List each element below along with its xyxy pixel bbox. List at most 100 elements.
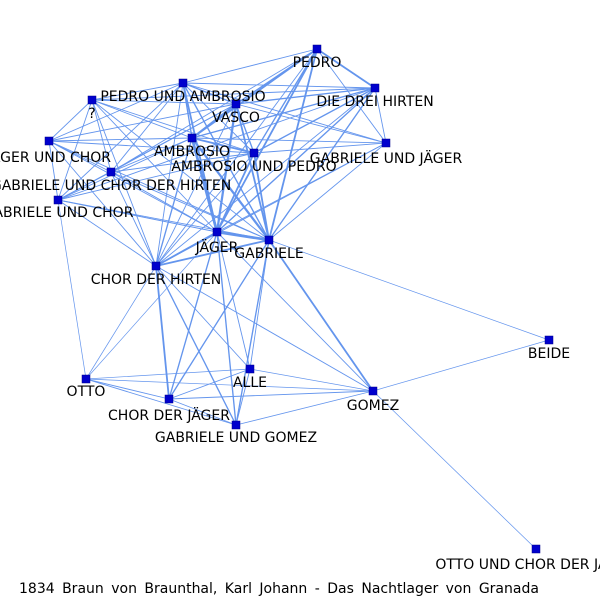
- edge-gabriele-to-chor-der-hirten: [155, 239, 270, 267]
- edge-pedro-und-ambrosio-to-gabriele-und-chor: [57, 82, 184, 201]
- node-label-q: ?: [88, 106, 95, 122]
- edge-vasco-to-ambrosio-und-pedro: [235, 103, 255, 154]
- edge-gabriele-to-gabriele-und-chor-der-hirten: [110, 171, 270, 241]
- node-otto-und-chor-der-jaeger: [531, 544, 541, 554]
- node-label-ambrosio: AMBROSIO: [154, 144, 230, 160]
- node-label-beide: BEIDE: [528, 346, 570, 362]
- node-ambrosio: [187, 133, 197, 143]
- node-label-pedro: PEDRO: [293, 55, 342, 71]
- node-layer: [44, 44, 554, 554]
- edge-jaeger-to-alle: [216, 231, 251, 370]
- node-chor-der-jaeger: [164, 394, 174, 404]
- node-jaeger-und-chor: [44, 136, 54, 146]
- edge-gabriele-to-vasco: [235, 103, 270, 241]
- edge-pedro-und-ambrosio-to-q: [91, 82, 184, 101]
- node-label-gabriele: GABRIELE: [234, 246, 303, 262]
- edge-gabriele-to-alle: [249, 239, 270, 370]
- node-label-jaeger: JÄGER: [195, 238, 239, 256]
- edge-vasco-to-die-drei-hirten: [235, 87, 376, 105]
- node-label-chor-der-hirten: CHOR DER HIRTEN: [91, 272, 222, 288]
- node-vasco: [231, 99, 241, 109]
- edge-gabriele-to-gabriele-und-gomez: [235, 239, 270, 426]
- edge-pedro-und-ambrosio-to-jaeger-und-chor: [48, 82, 184, 142]
- edge-gabriele-und-chor-to-chor-der-hirten: [57, 199, 157, 267]
- node-label-ambrosio-und-pedro: AMBROSIO UND PEDRO: [171, 159, 336, 175]
- edge-gabriele-to-pedro-und-ambrosio: [182, 82, 270, 241]
- node-label-gabriele-und-chor: GABRIELE UND CHOR: [0, 205, 134, 221]
- node-gomez: [368, 386, 378, 396]
- node-die-drei-hirten: [370, 83, 380, 93]
- edge-ambrosio-to-gabriele-und-chor-der-hirten: [110, 137, 193, 173]
- edge-jaeger-to-die-drei-hirten: [216, 87, 376, 233]
- edge-jaeger-und-chor-to-chor-der-hirten: [48, 140, 157, 267]
- node-q: [87, 95, 97, 105]
- edge-gabriele-to-q: [91, 99, 270, 241]
- node-label-pedro-und-ambrosio: PEDRO UND AMBROSIO: [100, 89, 265, 105]
- edge-vasco-to-q: [91, 99, 237, 105]
- edge-jaeger-und-chor-to-gabriele-und-chor-der-hirten: [48, 140, 112, 173]
- edge-gabriele-to-gabriele-und-jaeger: [268, 142, 387, 241]
- edge-die-drei-hirten-to-chor-der-hirten: [155, 87, 376, 267]
- edge-ambrosio-und-pedro-to-q: [91, 99, 255, 154]
- node-alle: [245, 364, 255, 374]
- edge-jaeger-to-pedro: [216, 48, 318, 233]
- node-label-vasco: VASCO: [212, 110, 260, 126]
- edge-vasco-to-gabriele-und-jaeger: [235, 103, 387, 144]
- node-label-alle: ALLE: [233, 375, 267, 391]
- node-label-gabriele-und-jaeger: GABRIELE UND JÄGER: [310, 149, 463, 167]
- edge-pedro-und-ambrosio-to-ambrosio-und-pedro: [182, 82, 255, 154]
- edge-pedro-to-die-drei-hirten: [316, 48, 376, 89]
- edge-gabriele-und-chor-der-hirten-to-gabriele-und-chor: [57, 171, 112, 201]
- edge-jaeger-to-gomez: [216, 231, 374, 392]
- node-otto: [81, 374, 91, 384]
- edge-gabriele-to-gomez: [268, 239, 374, 392]
- node-label-otto-und-chor-der-jaeger: OTTO UND CHOR DER JÄGER: [435, 555, 600, 573]
- edge-die-drei-hirten-to-ambrosio-und-pedro: [253, 87, 376, 154]
- edge-ambrosio-to-gabriele-und-jaeger: [191, 137, 387, 144]
- edge-vasco-to-jaeger-und-chor: [48, 103, 237, 142]
- node-label-gabriele-und-chor-der-hirten: GABRIELE UND CHOR DER HIRTEN: [0, 178, 231, 194]
- edge-jaeger-und-chor-to-gabriele-und-chor: [48, 140, 59, 201]
- edge-chor-der-hirten-to-gabriele-und-jaeger: [155, 142, 387, 267]
- edge-q-to-jaeger-und-chor: [48, 99, 93, 142]
- edge-q-to-gabriele-und-chor: [57, 99, 93, 201]
- edge-vasco-to-pedro-und-ambrosio: [182, 82, 237, 105]
- edge-alle-to-otto: [85, 368, 251, 380]
- node-gabriele-und-chor-der-hirten: [106, 167, 116, 177]
- edge-ambrosio-to-q: [91, 99, 193, 139]
- edge-ambrosio-und-pedro-to-gabriele-und-chor: [57, 152, 255, 201]
- edge-die-drei-hirten-to-q: [91, 87, 376, 101]
- node-beide: [544, 335, 554, 345]
- edge-die-drei-hirten-to-pedro-und-ambrosio: [182, 82, 376, 89]
- edge-gabriele-to-ambrosio-und-pedro: [253, 152, 270, 241]
- edge-ambrosio-und-pedro-to-jaeger-und-chor: [48, 140, 255, 154]
- edge-otto-to-chor-der-jaeger: [85, 378, 170, 400]
- edge-jaeger-to-gabriele-und-chor-der-hirten: [110, 171, 218, 233]
- figure-caption: 1834 Braun von Braunthal, Karl Johann - …: [0, 581, 600, 600]
- edge-chor-der-hirten-to-alle: [155, 265, 251, 370]
- edge-gabriele-to-ambrosio: [191, 137, 270, 241]
- edge-die-drei-hirten-to-gabriele-und-jaeger: [374, 87, 387, 144]
- edge-die-drei-hirten-to-gabriele-und-chor: [57, 87, 376, 201]
- edge-jaeger-to-jaeger-und-chor: [48, 140, 218, 233]
- node-chor-der-hirten: [151, 261, 161, 271]
- edge-q-to-chor-der-hirten: [91, 99, 157, 267]
- edge-otto-to-gomez: [85, 378, 374, 392]
- edge-chor-der-hirten-to-gabriele-und-gomez: [155, 265, 237, 426]
- edge-q-to-gabriele-und-chor-der-hirten: [91, 99, 112, 173]
- edge-gabriele-und-gomez-to-gomez: [235, 390, 374, 426]
- node-jaeger: [212, 227, 222, 237]
- edge-jaeger-to-chor-der-jaeger: [168, 231, 218, 400]
- edge-jaeger-to-gabriele-und-gomez: [216, 231, 237, 426]
- node-label-chor-der-jaeger: CHOR DER JÄGER: [108, 406, 230, 424]
- edge-pedro-to-pedro-und-ambrosio: [182, 48, 318, 84]
- edge-gabriele-to-pedro: [268, 48, 318, 241]
- edge-alle-to-gabriele-und-gomez: [235, 368, 251, 426]
- edge-pedro-to-gabriele-und-chor-der-hirten: [110, 48, 318, 173]
- node-label-jaeger-und-chor: JÄGER UND CHOR: [0, 148, 111, 166]
- edge-jaeger-to-ambrosio-und-pedro: [216, 152, 255, 233]
- edge-chor-der-hirten-to-chor-der-jaeger: [155, 265, 170, 400]
- edge-chor-der-jaeger-to-gabriele-und-gomez: [168, 398, 237, 426]
- node-pedro-und-ambrosio: [178, 78, 188, 88]
- edge-pedro-und-ambrosio-to-chor-der-hirten: [155, 82, 184, 267]
